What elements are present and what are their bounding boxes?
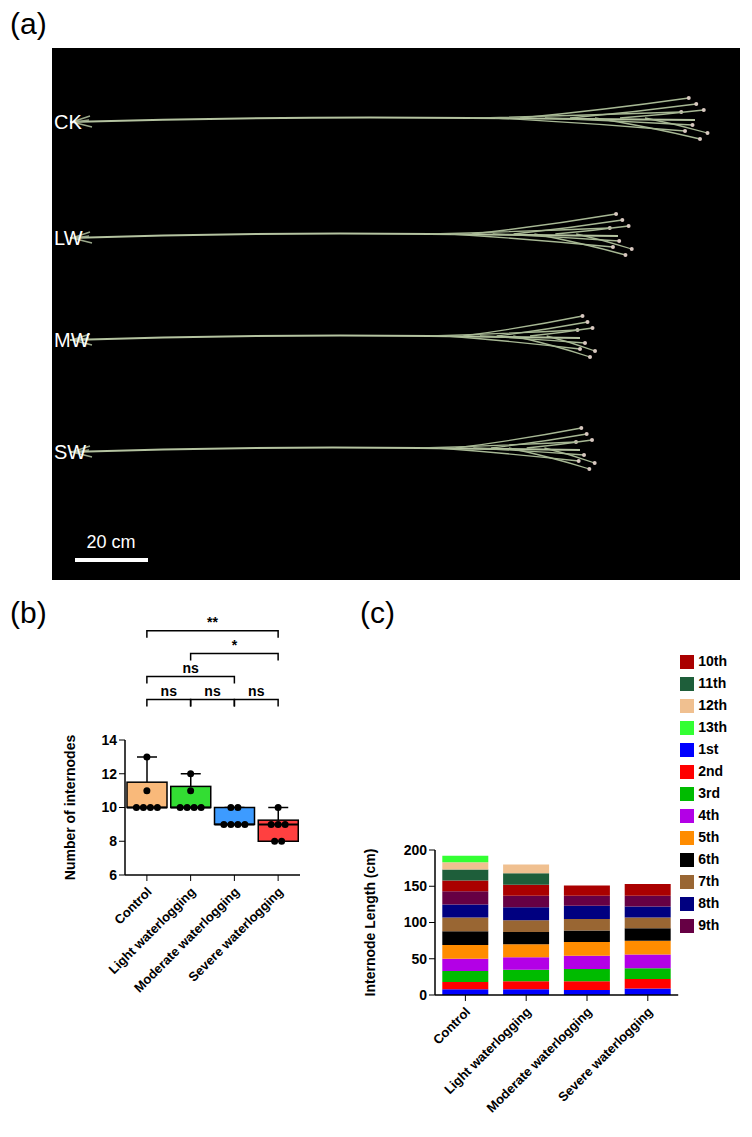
svg-text:8: 8 [109, 833, 117, 849]
svg-text:12: 12 [101, 766, 117, 782]
svg-text:(a): (a) [10, 7, 47, 40]
svg-text:100: 100 [404, 914, 428, 930]
svg-text:ns: ns [204, 683, 221, 699]
svg-text:ns: ns [248, 683, 265, 699]
html-text:5th: 5th [698, 829, 720, 845]
svg-text:14: 14 [101, 732, 117, 748]
svg-text:20 cm: 20 cm [86, 532, 135, 552]
svg-text:Severe waterlogging: Severe waterlogging [185, 884, 286, 985]
svg-text:*: * [232, 637, 238, 653]
svg-text:ns: ns [161, 683, 178, 699]
svg-text:Severe waterlogging: Severe waterlogging [555, 1004, 656, 1105]
svg-text:MW: MW [54, 329, 90, 351]
svg-text:10: 10 [101, 799, 117, 815]
html-text:2nd: 2nd [698, 763, 724, 779]
svg-text:150: 150 [404, 878, 428, 894]
html-text:4th: 4th [698, 807, 720, 823]
html-text:(c): (c) [360, 596, 395, 629]
svg-text:SW: SW [54, 441, 86, 463]
svg-text:Light waterlogging: Light waterlogging [105, 884, 199, 977]
svg-text:LW: LW [54, 227, 83, 249]
html-text:1st: 1st [698, 741, 719, 757]
html-text:10th: 10th [698, 653, 727, 669]
svg-text:Light waterlogging: Light waterlogging [441, 1004, 534, 1097]
svg-text:**: ** [207, 614, 218, 630]
svg-text:Internode Length (cm): Internode Length (cm) [362, 849, 378, 997]
svg-text:0: 0 [419, 987, 427, 1003]
svg-text:Control: Control [111, 884, 154, 927]
html-text:13th: 13th [698, 719, 727, 735]
html-text:11th: 11th [698, 675, 727, 691]
html-text:9th: 9th [698, 917, 720, 933]
svg-text:50: 50 [411, 951, 427, 967]
svg-text:CK: CK [54, 111, 82, 133]
svg-text:Control: Control [430, 1004, 473, 1047]
svg-text:Moderate waterlogging: Moderate waterlogging [130, 884, 243, 996]
svg-text:200: 200 [404, 842, 428, 858]
svg-text:Number of internodes: Number of internodes [62, 735, 78, 881]
svg-text:6: 6 [109, 867, 117, 883]
html-text:6th: 6th [698, 851, 720, 867]
svg-text:Moderate waterlogging: Moderate waterlogging [484, 1004, 595, 1115]
html-text:3rd: 3rd [698, 785, 720, 801]
svg-text:ns: ns [182, 660, 199, 676]
html-text:12th: 12th [698, 697, 727, 713]
html-text:7th: 7th [698, 873, 720, 889]
html-text:(b): (b) [10, 596, 47, 629]
html-text:8th: 8th [698, 895, 720, 911]
